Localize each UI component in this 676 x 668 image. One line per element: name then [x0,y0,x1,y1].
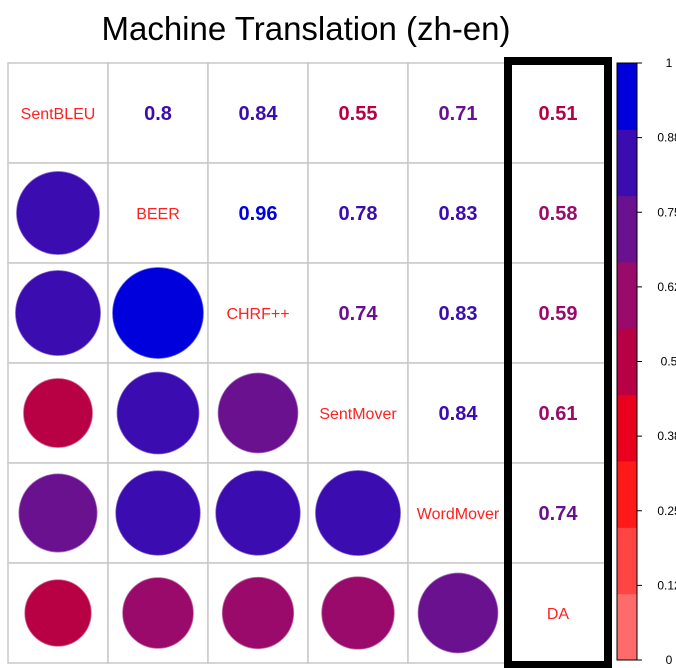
colorbar: 0 0.12 0.25 0.38 0.5 0.62 0.75 0.88 1 [616,56,676,667]
grid-cell [107,162,209,264]
heatmap-cells: SentBLEU 0.8 0.84 0.55 0.71 0.51 BEER 0.96 0.78 0… [7,62,609,664]
correlation-circle [417,572,499,654]
colorbar-tick-label: 0.12 [657,578,676,592]
correlation-value: 0.84 [239,103,279,125]
correlation-value: 0.74 [539,503,579,525]
correlation-value: 0.71 [439,103,478,125]
grid-cell [507,62,609,164]
correlation-circle [315,470,401,556]
correlation-value: 0.83 [439,303,478,325]
colorbar-tick-label: 1 [666,56,673,70]
colorbar-tick-label: 0.88 [657,131,676,145]
colorbar-segment [617,461,637,528]
variable-label: SentMover [319,406,397,423]
correlation-circle [122,577,194,649]
correlation-circle [217,372,299,454]
grid-cell [207,62,309,164]
colorbar-segment [617,527,637,595]
grid-cell [407,262,509,364]
correlation-circle [18,473,98,553]
grid-cell [507,562,609,664]
variable-label: WordMover [417,506,500,523]
correlation-value: 0.83 [439,203,478,225]
colorbar-segment [617,394,637,462]
colorbar-tick-label: 0.5 [661,355,676,369]
correlation-circle [115,470,201,556]
correlation-value: 0.58 [539,203,578,225]
correlation-value: 0.61 [539,403,578,425]
correlation-circle [116,371,200,455]
variable-label: BEER [136,206,180,223]
colorbar-tick-label: 0.62 [657,280,676,294]
colorbar-segment [617,129,637,197]
correlation-circle [16,171,100,255]
correlation-value: 0.59 [539,303,578,325]
colorbar-segment [617,593,637,661]
colorbar-segment [617,63,637,130]
correlation-value: 0.84 [439,403,479,425]
correlation-value: 0.55 [339,103,378,125]
correlation-circle [112,267,204,359]
grid-cell [407,462,509,564]
correlation-value: 0.96 [239,203,278,225]
grid-cell [307,262,409,364]
grid-cell [307,362,409,464]
colorbar-tick-label: 0 [666,653,673,667]
variable-label: SentBLEU [21,106,96,123]
colorbar-segment [617,328,637,396]
correlation-circle [221,576,295,650]
variable-label: CHRF++ [226,306,289,323]
colorbar-segment [617,262,637,329]
colorbar-tick-label: 0.38 [657,429,676,443]
correlation-circle [23,378,93,448]
correlation-value: 0.78 [339,203,378,225]
grid-cell [307,162,409,264]
grid-cell [107,62,209,164]
variable-label: DA [547,606,570,623]
colorbar-tick-label: 0.75 [657,205,676,219]
grid-cell [307,62,409,164]
grid-cell [407,362,509,464]
chart-title: Machine Translation (zh-en) [101,10,510,47]
grid-cell [507,162,609,264]
da-column-highlight [504,57,612,668]
correlation-circle [321,576,395,650]
correlation-value: 0.74 [339,303,379,325]
grid-cell [7,62,109,164]
colorbar-tick-label: 0.25 [657,504,676,518]
correlation-value: 0.51 [539,103,578,125]
correlation-circle [15,270,101,356]
correlation-value: 0.8 [144,103,172,125]
correlation-circle [215,470,301,556]
correlation-circle [24,579,92,647]
colorbar-segment [617,195,637,263]
